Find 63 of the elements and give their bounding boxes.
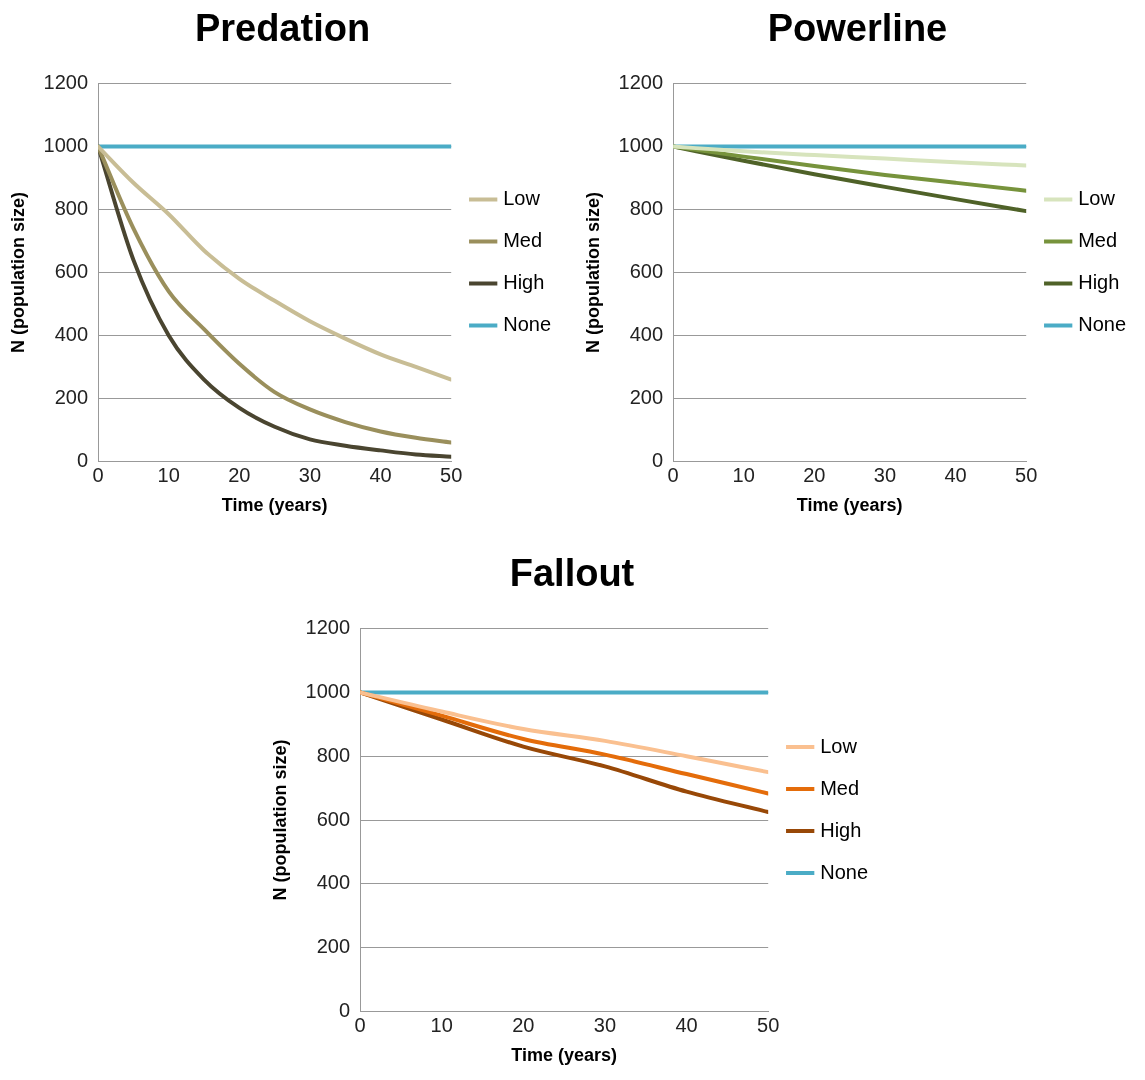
y-axis-title: N (population size) — [269, 739, 290, 901]
legend-label: High — [820, 818, 862, 841]
y-tick-label: 400 — [316, 871, 351, 894]
x-tick-label: 0 — [667, 463, 679, 486]
x-tick-label: 20 — [803, 463, 826, 486]
y-tick-label: 0 — [338, 998, 351, 1021]
legend-label: High — [1078, 271, 1120, 294]
y-tick-label: 0 — [76, 448, 89, 471]
y-tick-label: 600 — [316, 807, 351, 830]
legend-label: Med — [820, 776, 860, 799]
y-tick-label: 800 — [316, 743, 351, 766]
legend-label: None — [820, 860, 868, 883]
y-tick-label: 1000 — [305, 679, 351, 702]
y-tick-label: 0 — [651, 448, 664, 471]
x-tick-label: 20 — [512, 1013, 535, 1036]
x-tick-label: 40 — [675, 1013, 698, 1036]
x-tick-label: 30 — [593, 1013, 617, 1036]
y-tick-label: 800 — [54, 197, 89, 220]
legend-label: Med — [503, 229, 543, 252]
x-tick-label: 20 — [228, 463, 251, 486]
legend-label: Low — [1078, 187, 1116, 210]
x-tick-label: 50 — [440, 463, 463, 486]
y-tick-label: 400 — [629, 322, 664, 345]
line-series — [360, 690, 769, 775]
legend-label: High — [503, 271, 545, 294]
line-series — [673, 144, 1027, 168]
legend-label: None — [503, 313, 551, 336]
y-tick-label: 800 — [629, 197, 664, 220]
y-tick-label: 600 — [54, 260, 89, 283]
x-tick-label: 0 — [354, 1013, 366, 1036]
y-tick-label: 200 — [629, 385, 664, 408]
y-tick-label: 200 — [316, 935, 351, 958]
x-tick-label: 40 — [944, 463, 967, 486]
x-tick-label: 30 — [298, 463, 322, 486]
x-tick-label: 10 — [732, 463, 755, 486]
chart-title: Predation — [194, 7, 371, 50]
x-axis-title: Time (years) — [221, 495, 328, 516]
chart-title: Powerline — [767, 7, 948, 50]
chart-title: Fallout — [509, 552, 635, 595]
x-tick-label: 10 — [430, 1013, 453, 1036]
y-tick-label: 200 — [54, 385, 89, 408]
legend-label: Low — [503, 187, 541, 210]
line-series — [98, 144, 452, 382]
x-tick-label: 10 — [157, 463, 180, 486]
x-tick-label: 50 — [1015, 463, 1038, 486]
y-tick-label: 1200 — [618, 71, 664, 94]
y-tick-label: 1200 — [43, 71, 89, 94]
x-tick-label: 40 — [369, 463, 392, 486]
legend-label: Med — [1078, 229, 1118, 252]
legend-label: Low — [820, 734, 858, 757]
y-tick-label: 1000 — [618, 134, 664, 157]
x-tick-label: 30 — [873, 463, 897, 486]
y-axis-title: N (population size) — [582, 192, 603, 353]
legend-label: None — [1078, 313, 1126, 336]
x-axis-title: Time (years) — [796, 495, 903, 516]
x-tick-label: 50 — [757, 1013, 780, 1036]
x-axis-title: Time (years) — [511, 1045, 618, 1066]
y-axis-title: N (population size) — [7, 192, 28, 353]
y-tick-label: 400 — [54, 322, 89, 345]
x-tick-label: 0 — [92, 463, 104, 486]
y-tick-label: 600 — [629, 260, 664, 283]
y-tick-label: 1200 — [305, 616, 351, 639]
y-tick-label: 1000 — [43, 134, 89, 157]
